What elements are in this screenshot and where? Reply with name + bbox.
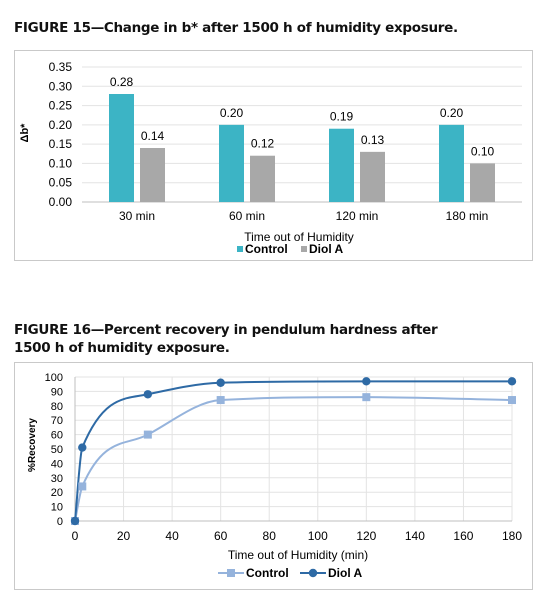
legend-marker-control [227,569,235,577]
x-tick-label: 60 min [229,209,265,223]
figure-16-chart-frame: 0 10 20 30 40 50 60 70 80 90 100 0 20 40 60 80 100 120 140… [14,362,533,590]
legend-label-control: Control [246,566,289,580]
point-diol-a [507,377,517,386]
x-tick-label: 180 [502,529,522,543]
legend: Control Diol A [218,566,363,580]
x-tick-label: 120 [356,529,376,543]
legend-label-control: Control [245,242,288,256]
legend-label-diol-a: Diol A [328,566,363,580]
x-tick-label: 180 min [446,209,489,223]
point-diol-a [70,516,80,526]
x-tick-label: 120 min [336,209,379,223]
x-axis-label: Time out of Humidity [244,230,354,244]
x-tick-label: 160 [453,529,473,543]
y-tick-label: 0.15 [49,137,73,151]
bar-control-60-min [219,124,244,202]
y-tick-label: 50 [51,444,63,456]
data-label-control-60-min: 0.20 [220,106,244,120]
y-tick-label: 60 [51,430,63,442]
point-diol-a [143,390,153,399]
x-tick-label: 0 [72,529,79,543]
data-label-control-120-min: 0.19 [330,110,354,124]
point-control [143,430,152,439]
y-axis-label: Δb* [19,123,31,143]
line-chart-pendulum-recovery: 0 10 20 30 40 50 60 70 80 90 100 0 20 40 60 80 100 120 140… [27,372,522,580]
y-tick-label: 90 [51,386,63,398]
y-tick-label: 80 [51,401,63,413]
bar-diol-a-60-min [250,155,275,202]
bar-diol-a-30-min [140,148,165,202]
y-tick-label: 0.05 [49,176,73,190]
y-tick-label: 0.10 [49,156,73,170]
figure-16-title: FIGURE 16—Percent recovery in pendulum h… [14,322,438,356]
point-diol-a [362,377,371,386]
data-label-diol-a-30-min: 0.14 [141,129,165,143]
bar-control-30-min [109,94,134,202]
point-control [216,396,225,405]
x-axis-label: Time out of Humidity (min) [228,548,368,562]
x-tick-label: 30 min [119,209,155,223]
point-control [508,396,516,405]
x-tick-label: 140 [405,529,425,543]
legend-swatch-control [237,246,243,252]
y-tick-label: 20 [51,487,63,499]
bar-diol-a-180-min [470,163,495,202]
x-tick-label: 40 [165,529,179,543]
x-tick-label: 20 [117,529,131,543]
point-control [362,393,371,402]
y-tick-label: 0.35 [49,60,73,74]
data-label-diol-a-60-min: 0.12 [251,137,275,151]
legend-marker-diol-a [308,568,318,578]
y-tick-label: 0.25 [49,99,73,113]
y-tick-label: 0.30 [49,79,73,93]
line-control [74,396,513,522]
bar-control-120-min [329,128,354,202]
data-label-diol-a-120-min: 0.13 [361,133,385,147]
data-label-control-180-min: 0.20 [440,106,464,120]
y-axis-label: %Recovery [27,418,38,472]
x-tick-label: 80 [263,529,277,543]
bar-diol-a-120-min [360,151,385,202]
figure-15-chart-frame: 0.00 0.05 0.10 0.15 0.20 0.25 0.30 0.35 0.28 0.1… [14,50,533,261]
point-diol-a [216,378,225,387]
figure-15-title: FIGURE 15—Change in b* after 1500 h of h… [14,20,458,36]
data-label-diol-a-180-min: 0.10 [471,144,495,158]
data-label-control-30-min: 0.28 [110,75,134,89]
line-diol-a [74,380,512,522]
y-tick-label: 0.00 [49,195,73,209]
y-tick-label: 30 [51,473,63,485]
y-tick-label: 0 [57,516,63,528]
y-tick-label: 100 [45,372,63,384]
bar-chart-b-star-change: 0.00 0.05 0.10 0.15 0.20 0.25 0.30 0.35 0.28 0.1… [19,60,522,256]
legend-swatch-diol-a [301,246,307,252]
y-tick-label: 10 [51,502,63,514]
point-control [78,482,87,491]
bar-control-180-min [439,124,464,202]
y-tick-label: 70 [51,415,63,427]
x-tick-label: 100 [308,529,328,543]
y-tick-label: 40 [51,458,63,470]
y-tick-label: 0.20 [49,118,73,132]
x-tick-label: 60 [214,529,228,543]
legend-label-diol-a: Diol A [309,242,344,256]
legend: Control Diol A [237,242,344,256]
point-diol-a [78,443,87,452]
